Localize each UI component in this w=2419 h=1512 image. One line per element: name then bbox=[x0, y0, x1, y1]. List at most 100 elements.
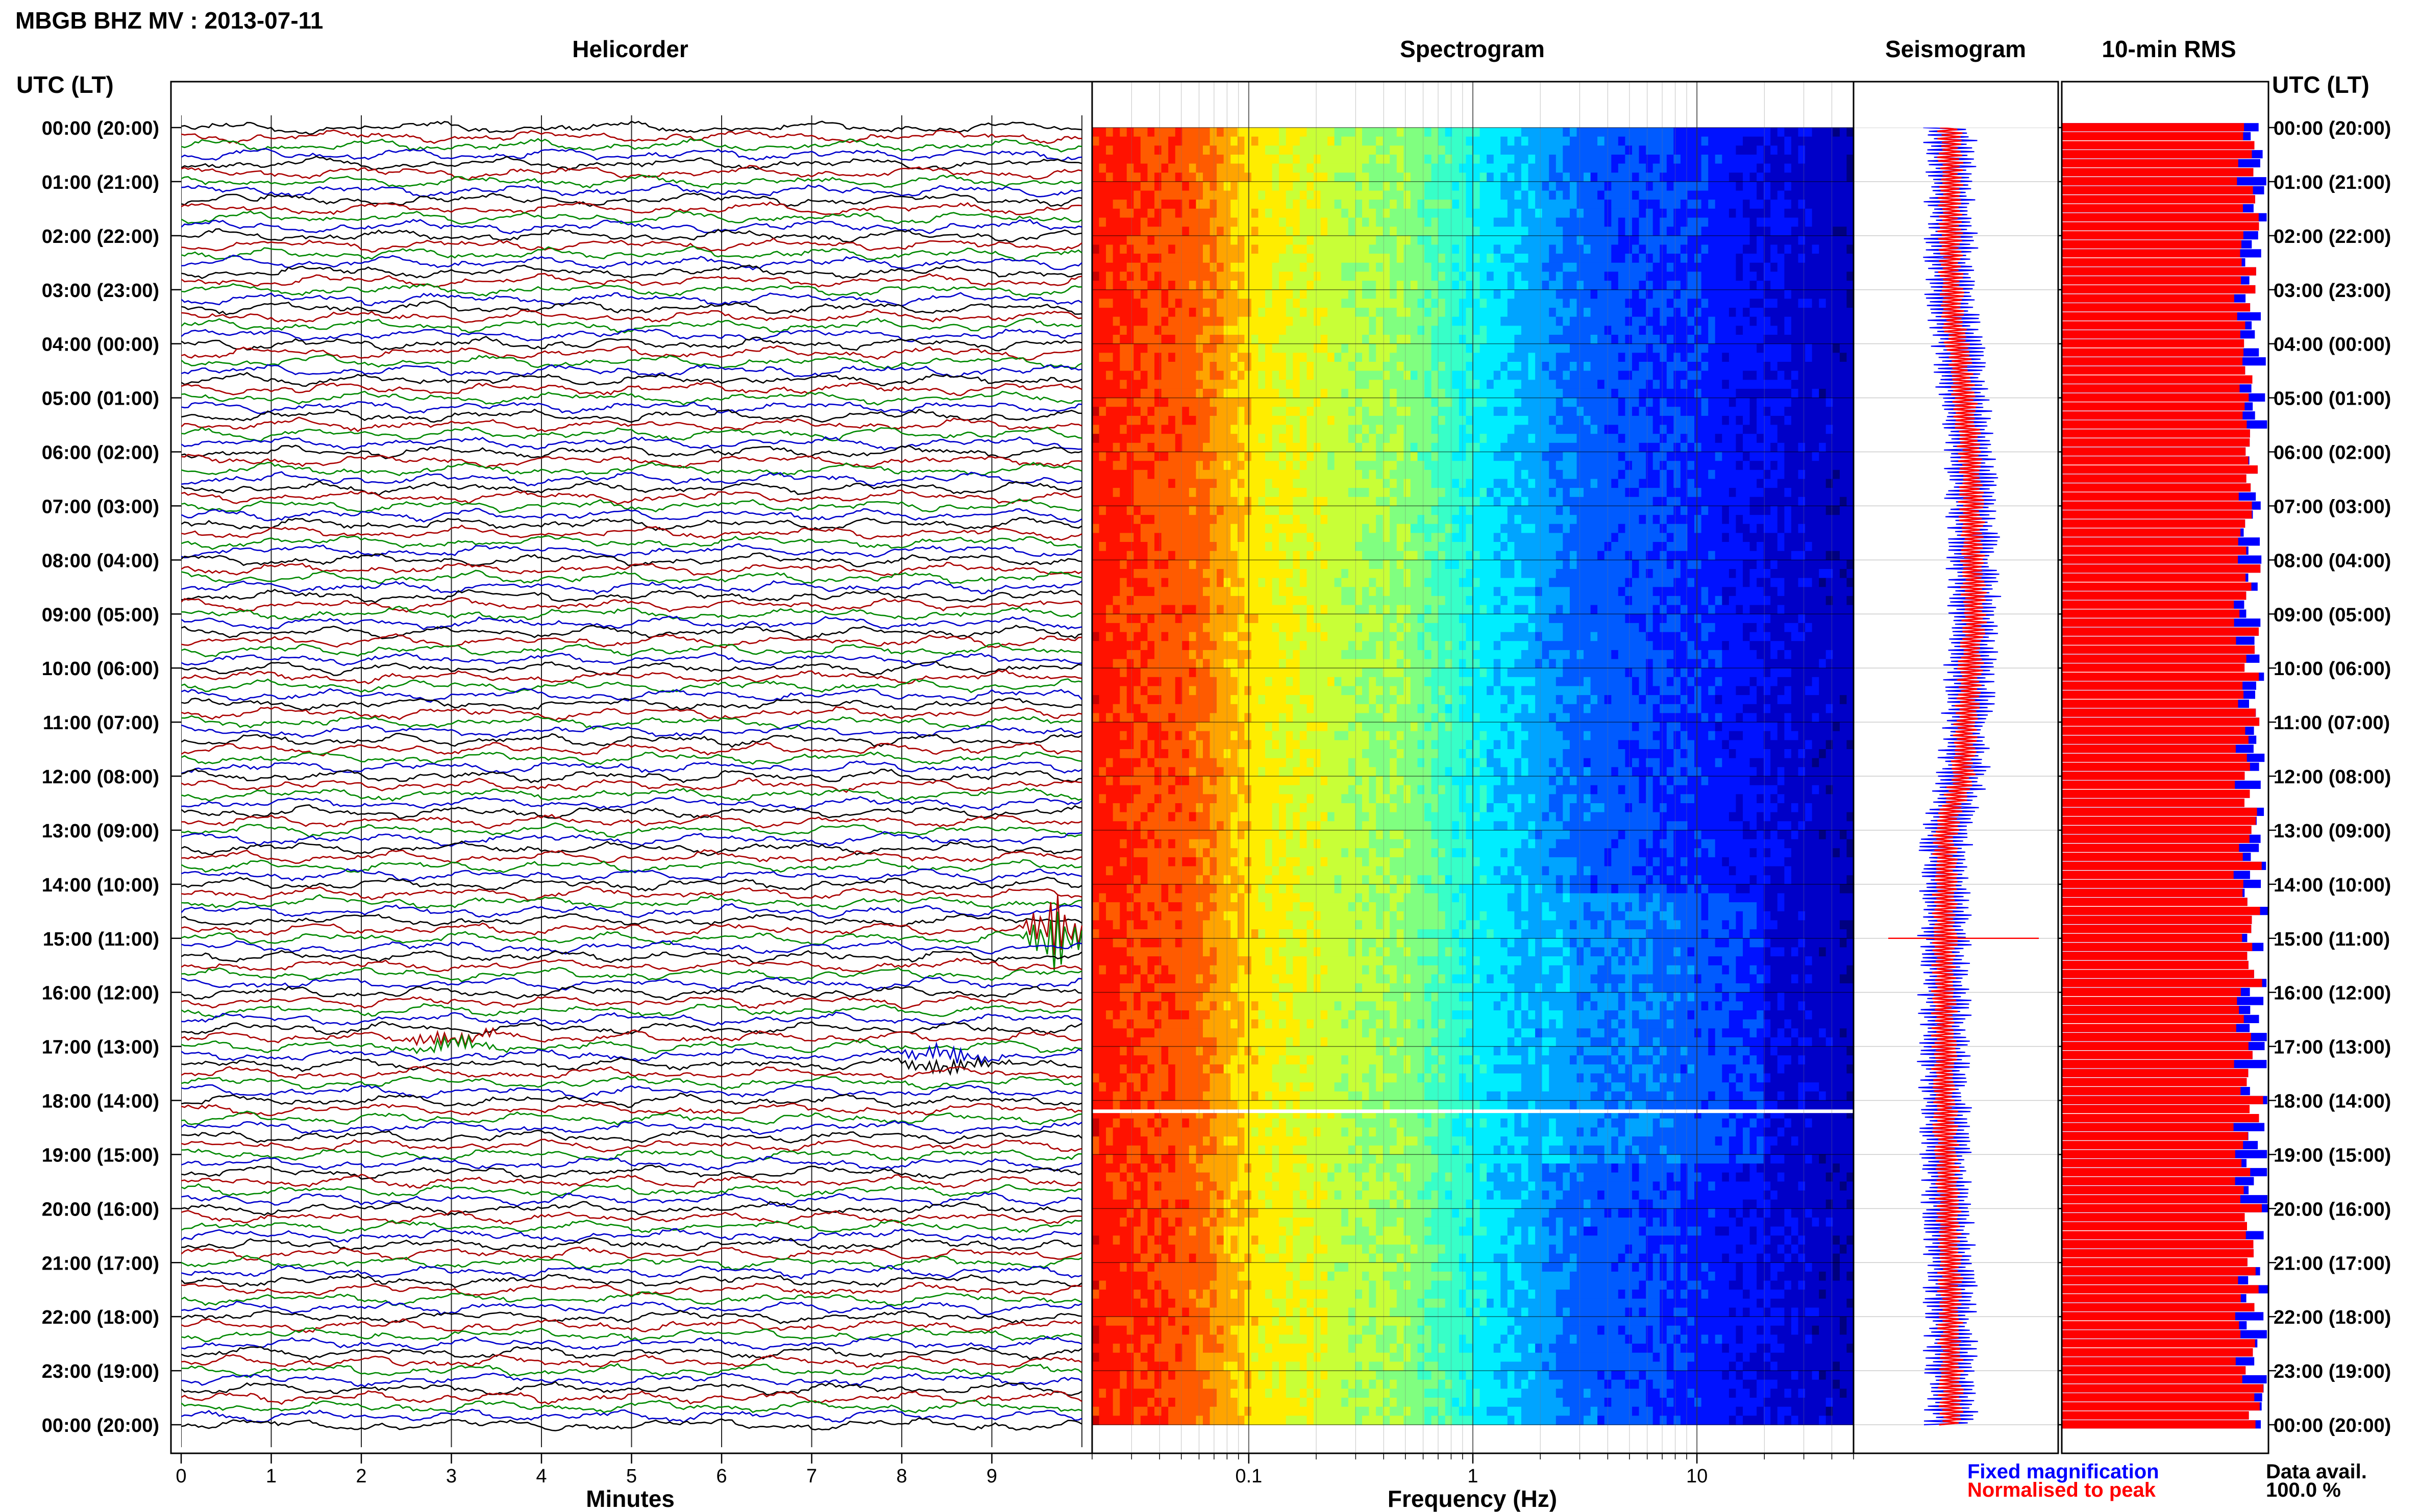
spectrogram-cell bbox=[1168, 812, 1176, 822]
spectrogram-cell bbox=[1244, 163, 1273, 173]
spectrogram-cell bbox=[1147, 370, 1155, 380]
spectrogram-cell bbox=[1376, 452, 1397, 461]
spectrogram-cell bbox=[1563, 452, 1577, 461]
spectrogram-cell bbox=[1694, 965, 1722, 975]
spectrogram-cell bbox=[1757, 181, 1764, 191]
spectrogram-cell bbox=[1424, 983, 1473, 993]
spectrogram-cell bbox=[1563, 128, 1570, 137]
spectrogram-cell bbox=[1299, 308, 1307, 317]
spectrogram-cell bbox=[1182, 128, 1211, 137]
spectrogram-cell bbox=[1120, 731, 1127, 740]
spectrogram-cell bbox=[1133, 686, 1141, 696]
spectrogram-cell bbox=[1757, 1055, 1764, 1065]
spectrogram-cell bbox=[1106, 893, 1134, 903]
spectrogram-cell bbox=[1763, 254, 1771, 263]
spectrogram-cell bbox=[1092, 128, 1106, 137]
spectrogram-cell bbox=[1424, 217, 1432, 227]
spectrogram-cell bbox=[1597, 425, 1605, 434]
spectrogram-cell bbox=[1687, 884, 1695, 894]
spectrogram-cell bbox=[1743, 938, 1750, 948]
spectrogram-cell bbox=[1708, 1001, 1716, 1011]
spectrogram-cell bbox=[1749, 605, 1778, 614]
spectrogram-cell bbox=[1701, 650, 1709, 660]
spectrogram-cell bbox=[1396, 902, 1439, 912]
spectrogram-cell bbox=[1182, 407, 1190, 416]
spectrogram-cell bbox=[1230, 136, 1238, 146]
spectrogram-cell bbox=[1251, 857, 1266, 867]
spectrogram-cell bbox=[1113, 713, 1120, 723]
spectrogram-cell bbox=[1729, 857, 1785, 867]
spectrogram-cell bbox=[1210, 740, 1252, 750]
spectrogram-cell bbox=[1133, 497, 1211, 507]
spectrogram-cell bbox=[1362, 1154, 1376, 1164]
spectrogram-cell bbox=[1424, 1136, 1467, 1146]
spectrogram-cell bbox=[1265, 1091, 1273, 1101]
spectrogram-cell bbox=[1431, 1037, 1460, 1047]
spectrogram-cell bbox=[1507, 965, 1515, 975]
spectrogram-cell bbox=[1272, 803, 1279, 813]
spectrogram-cell bbox=[1708, 1037, 1716, 1047]
spectrogram-cell bbox=[1770, 1073, 1854, 1083]
spectrogram-cell bbox=[1348, 731, 1370, 740]
spectrogram-cell bbox=[1217, 163, 1245, 173]
spectrogram-cell bbox=[1632, 1145, 1640, 1155]
spectrogram-cell bbox=[1452, 947, 1466, 957]
spectrogram-cell bbox=[1133, 398, 1155, 407]
spectrogram-cell bbox=[1265, 884, 1279, 894]
spectrogram-cell bbox=[1632, 947, 1640, 957]
spectrogram-cell bbox=[1514, 821, 1529, 831]
spectrogram-cell bbox=[1403, 542, 1439, 552]
spectrogram-cell bbox=[1175, 992, 1203, 1002]
spectrogram-cell bbox=[1514, 758, 1522, 767]
spectrogram-cell bbox=[1660, 1037, 1709, 1047]
spectrogram-cell bbox=[1390, 1100, 1439, 1110]
spectrogram-cell bbox=[1611, 163, 1619, 173]
spectrogram-cell bbox=[1556, 461, 1577, 470]
seismogram-title: Seismogram bbox=[1885, 36, 2026, 62]
spectrogram-cell bbox=[1784, 461, 1854, 470]
spectrogram-cell bbox=[1514, 262, 1543, 272]
spectrogram-cell bbox=[1791, 650, 1826, 660]
spectrogram-cell bbox=[1140, 181, 1155, 191]
spectrogram-cell bbox=[1258, 695, 1266, 705]
spectrogram-cell bbox=[1798, 830, 1819, 840]
spectrogram-cell bbox=[1777, 1046, 1847, 1056]
spectrogram-cell bbox=[1563, 767, 1570, 777]
spectrogram-cell bbox=[1168, 163, 1190, 173]
spectrogram-cell bbox=[1099, 244, 1106, 254]
spectrogram-cell bbox=[1299, 370, 1307, 380]
spectrogram-cell bbox=[1126, 244, 1134, 254]
spectrogram-cell bbox=[1445, 388, 1460, 399]
spectrogram-cell bbox=[1618, 1055, 1625, 1065]
spectrogram-cell bbox=[1736, 866, 1764, 876]
spectrogram-cell bbox=[1825, 596, 1833, 606]
spectrogram-cell bbox=[1743, 731, 1764, 740]
spectrogram-cell bbox=[1092, 893, 1100, 903]
spectrogram-cell bbox=[1286, 1118, 1355, 1128]
spectrogram-cell bbox=[1120, 749, 1141, 759]
spectrogram-cell bbox=[1473, 281, 1480, 290]
spectrogram-cell bbox=[1459, 479, 1467, 488]
spectrogram-cell bbox=[1410, 677, 1425, 687]
spectrogram-cell bbox=[1542, 659, 1549, 668]
spectrogram-cell bbox=[1099, 713, 1106, 723]
spectrogram-cell bbox=[1680, 497, 1750, 507]
spectrogram-cell bbox=[1217, 1145, 1245, 1155]
spectrogram-cell bbox=[1556, 380, 1598, 389]
spectrogram-cell bbox=[1784, 893, 1854, 903]
spectrogram-cell bbox=[1694, 479, 1757, 488]
spectrogram-cell bbox=[1521, 235, 1563, 245]
spectrogram-cell bbox=[1749, 884, 1764, 894]
spectrogram-cell bbox=[1133, 1028, 1155, 1038]
spectrogram-cell bbox=[1646, 884, 1667, 894]
spectrogram-cell bbox=[1597, 875, 1646, 885]
spectrogram-cell bbox=[1147, 343, 1196, 353]
spectrogram-cell bbox=[1403, 442, 1411, 453]
spectrogram-cell bbox=[1584, 902, 1591, 912]
spectrogram-cell bbox=[1424, 244, 1452, 254]
spectrogram-cell bbox=[1521, 271, 1549, 281]
spectrogram-cell bbox=[1798, 767, 1806, 777]
spectrogram-cell bbox=[1646, 686, 1660, 696]
spectrogram-cell bbox=[1251, 1001, 1259, 1011]
